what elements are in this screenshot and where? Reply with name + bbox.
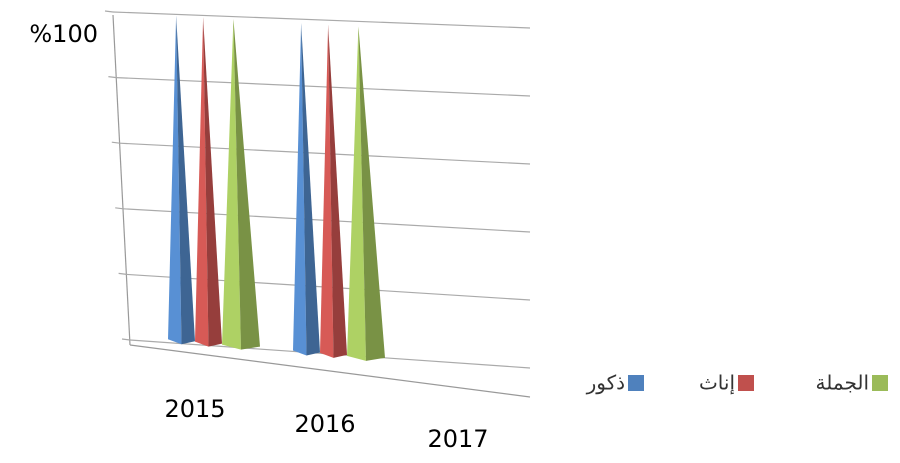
x-tick-label: 2017	[427, 425, 488, 453]
cone-light	[222, 18, 241, 350]
cone	[320, 24, 347, 358]
cone-light	[195, 17, 209, 347]
cone-light	[347, 26, 366, 361]
grid-line	[119, 142, 531, 165]
legend-label: الجملة	[816, 371, 869, 395]
tick-mark	[121, 338, 131, 341]
cone-light	[320, 24, 334, 358]
legend-swatch	[738, 375, 754, 391]
cone-dark	[328, 24, 347, 358]
cone-dark	[301, 22, 320, 356]
tick-mark	[104, 10, 114, 13]
cone-dark	[203, 17, 222, 347]
cone	[195, 17, 222, 347]
cone-light	[293, 22, 307, 356]
grid-line	[112, 11, 531, 29]
cone	[347, 26, 385, 361]
floor-edge	[129, 344, 531, 398]
tick-mark	[118, 272, 127, 275]
cone-light	[168, 15, 182, 345]
cone	[168, 15, 195, 345]
legend-label: إناث	[699, 371, 735, 396]
cone	[293, 22, 320, 356]
x-tick-label: 2016	[294, 410, 355, 438]
tick-mark	[111, 141, 120, 144]
cone	[222, 18, 260, 350]
tick-mark	[108, 76, 117, 79]
legend-swatch	[628, 375, 644, 391]
y-tick-label: %100	[29, 20, 98, 48]
cone-dark	[358, 26, 385, 361]
legend-label: ذكور	[586, 371, 625, 395]
tick-mark	[115, 207, 124, 210]
cone-dark	[233, 18, 260, 350]
cone-dark	[176, 15, 195, 345]
legend-swatch	[872, 375, 888, 391]
grid-line	[116, 77, 531, 97]
x-tick-label: 2015	[164, 395, 225, 423]
wall-edge	[112, 14, 131, 346]
